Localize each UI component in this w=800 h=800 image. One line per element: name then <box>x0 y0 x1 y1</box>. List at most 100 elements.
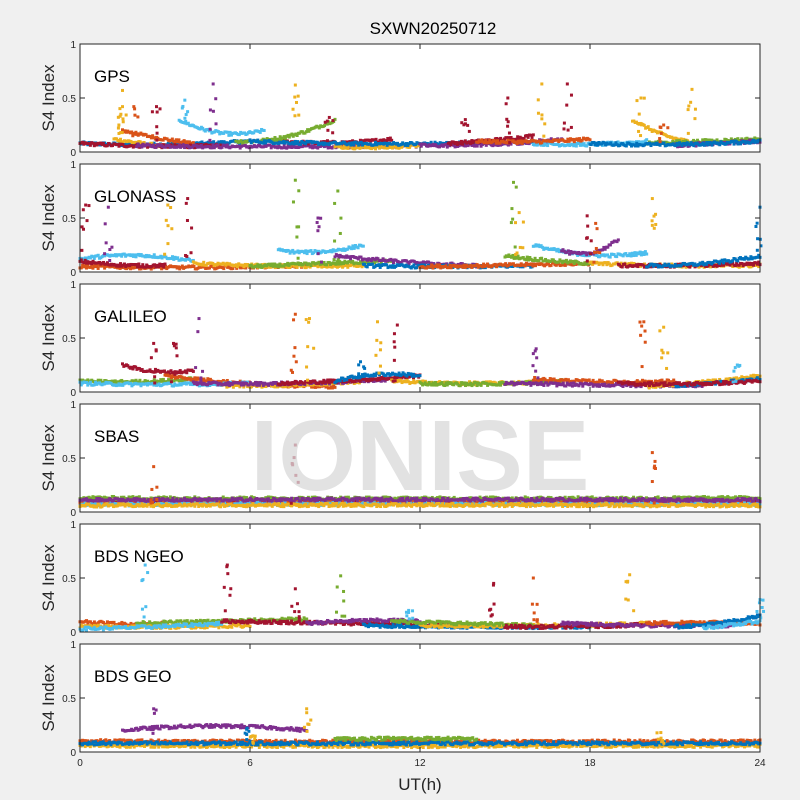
data-point <box>289 382 293 386</box>
data-point <box>304 266 308 270</box>
data-point <box>250 385 254 389</box>
data-point <box>733 137 737 141</box>
data-point <box>458 384 462 388</box>
data-point <box>390 138 394 142</box>
data-point <box>151 143 155 147</box>
data-point <box>391 146 395 150</box>
data-point <box>167 378 171 382</box>
data-point <box>742 257 746 261</box>
data-point <box>126 364 130 368</box>
data-point <box>149 136 153 140</box>
data-point <box>256 138 260 142</box>
spike-point <box>158 107 162 111</box>
data-point <box>448 141 452 145</box>
data-point <box>412 263 416 267</box>
spike-point <box>585 214 589 218</box>
data-point <box>557 260 561 264</box>
data-point <box>543 377 547 381</box>
data-point <box>740 262 744 266</box>
data-point <box>81 140 85 144</box>
data-point <box>351 259 355 263</box>
data-point <box>142 380 146 384</box>
spike-point <box>150 110 154 114</box>
data-point <box>318 262 322 266</box>
data-point <box>79 383 83 387</box>
y-tick-label: 1 <box>70 40 76 51</box>
data-point <box>377 263 381 267</box>
data-point <box>287 249 291 253</box>
spike-point <box>166 224 170 228</box>
data-point <box>355 141 359 145</box>
spike-point <box>536 111 540 115</box>
data-point <box>349 143 353 147</box>
data-point <box>566 378 570 382</box>
spike-point <box>181 104 185 108</box>
data-point <box>337 381 341 385</box>
data-point <box>99 378 103 382</box>
chart-title: SXWN20250712 <box>370 19 497 38</box>
data-point <box>231 266 235 270</box>
data-point <box>488 380 492 384</box>
data-point <box>136 265 140 269</box>
data-point <box>141 142 145 146</box>
spike-point <box>155 131 159 135</box>
data-point <box>573 141 577 145</box>
data-point <box>755 262 759 266</box>
data-point <box>384 141 388 145</box>
data-point <box>225 143 229 147</box>
spike-point <box>297 189 301 193</box>
data-point <box>649 144 653 148</box>
data-point <box>258 130 262 134</box>
data-point <box>210 146 214 150</box>
data-point <box>533 264 537 268</box>
data-point <box>509 142 513 146</box>
data-point <box>612 253 616 257</box>
data-point <box>307 129 311 133</box>
spike-point <box>155 110 159 114</box>
data-point <box>555 249 559 253</box>
data-point <box>304 142 308 146</box>
data-point <box>755 255 759 259</box>
data-point <box>282 144 286 148</box>
data-point <box>493 381 497 385</box>
data-point <box>290 146 294 150</box>
data-point <box>335 260 339 264</box>
spike-point <box>163 252 167 256</box>
data-point <box>528 256 532 260</box>
data-point <box>325 122 329 126</box>
data-point <box>200 263 204 267</box>
data-point <box>511 139 515 143</box>
data-point <box>309 144 313 148</box>
data-point <box>755 140 759 144</box>
data-point <box>565 139 569 143</box>
data-point <box>370 262 374 266</box>
data-point <box>752 138 756 142</box>
data-point <box>614 141 618 145</box>
spike-point <box>186 197 190 201</box>
data-point <box>484 143 488 147</box>
data-point <box>222 131 226 135</box>
data-point <box>408 145 412 149</box>
data-point <box>88 265 92 269</box>
data-point <box>637 252 641 256</box>
data-point <box>504 262 508 266</box>
data-point <box>628 252 632 256</box>
data-point <box>583 251 587 255</box>
data-point <box>690 261 694 265</box>
spike-point <box>332 258 336 262</box>
data-point <box>244 266 248 270</box>
data-point <box>326 146 330 150</box>
data-point <box>572 144 576 148</box>
data-point <box>103 266 107 270</box>
data-point <box>550 140 554 144</box>
data-point <box>161 138 165 142</box>
data-point <box>627 262 631 266</box>
data-point <box>242 383 246 387</box>
data-point <box>497 381 501 385</box>
spike-point <box>693 107 697 111</box>
data-point <box>755 137 759 141</box>
data-point <box>311 146 315 150</box>
data-point <box>121 128 124 132</box>
data-point <box>159 254 163 258</box>
data-point <box>561 248 565 252</box>
